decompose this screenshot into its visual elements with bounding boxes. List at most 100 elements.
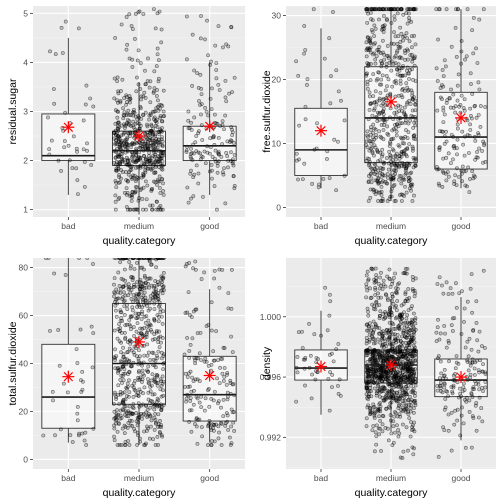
jitter-point [113, 291, 117, 296]
jitter-point [396, 93, 401, 98]
jitter-point [385, 199, 390, 203]
jitter-point [381, 107, 386, 111]
jitter-point [472, 366, 477, 371]
jitter-point [189, 196, 193, 201]
jitter-point [146, 369, 150, 374]
jitter-point [227, 435, 232, 440]
jitter-point [154, 353, 159, 358]
jitter-point [398, 370, 403, 375]
jitter-point [388, 395, 393, 400]
jitter-point [403, 172, 408, 177]
jitter-point [322, 56, 327, 61]
jitter-point [378, 7, 383, 12]
jitter-point [444, 155, 449, 160]
jitter-point [382, 386, 387, 391]
jitter-point [391, 184, 396, 188]
jitter-point [193, 267, 198, 272]
jitter-point [123, 279, 128, 283]
jitter-point [112, 258, 117, 260]
jitter-point [380, 422, 385, 427]
jitter-point [370, 356, 375, 361]
jitter-point [123, 139, 128, 144]
jitter-point [387, 404, 391, 409]
jitter-point [409, 398, 414, 403]
jitter-point [226, 165, 230, 170]
jitter-point [434, 330, 439, 335]
jitter-point [127, 390, 132, 395]
jitter-point [443, 331, 447, 336]
jitter-point [141, 297, 146, 302]
jitter-point [394, 161, 399, 166]
jitter-point [208, 63, 213, 67]
jitter-point [470, 395, 475, 399]
jitter-point [387, 389, 392, 394]
jitter-point [376, 190, 381, 195]
jitter-point [158, 204, 163, 208]
jitter-point [80, 369, 85, 374]
jitter-point [404, 425, 409, 430]
jitter-point [121, 258, 125, 260]
jitter-point [407, 39, 412, 44]
jitter-point [403, 51, 408, 55]
jitter-point [373, 27, 378, 31]
jitter-point [63, 273, 68, 277]
jitter-point [410, 287, 415, 291]
jitter-point [372, 404, 377, 409]
jitter-point [371, 52, 375, 57]
jitter-point [153, 358, 158, 363]
jitter-point [366, 11, 370, 16]
jitter-point [211, 349, 216, 354]
jitter-point [229, 25, 234, 29]
jitter-point [225, 370, 230, 375]
jitter-point [48, 328, 52, 333]
jitter-point [459, 61, 463, 66]
jitter-point [470, 28, 475, 33]
jitter-point [156, 179, 161, 184]
jitter-point [112, 130, 117, 135]
jitter-point [229, 407, 234, 412]
jitter-point [455, 83, 460, 88]
jitter-point [156, 335, 161, 340]
jitter-point [383, 88, 388, 93]
jitter-point [380, 26, 385, 31]
jitter-point [459, 413, 464, 418]
jitter-point [146, 426, 150, 431]
jitter-point [153, 402, 158, 407]
jitter-point [379, 123, 384, 127]
jitter-point [160, 374, 165, 379]
jitter-point [413, 318, 417, 322]
jitter-point [404, 345, 408, 350]
jitter-point [308, 353, 313, 358]
jitter-point [229, 424, 234, 429]
jitter-point [144, 207, 148, 212]
jitter-point [390, 443, 395, 448]
jitter-point [216, 82, 221, 87]
jitter-point [334, 188, 339, 193]
jitter-point [122, 431, 127, 436]
jitter-point [330, 385, 334, 390]
jitter-point [395, 282, 400, 287]
jitter-point [325, 157, 329, 161]
jitter-point [372, 106, 377, 111]
y-tick-label: 40 [19, 359, 29, 369]
jitter-point [197, 417, 202, 422]
jitter-point [41, 433, 46, 438]
jitter-point [467, 190, 472, 194]
jitter-point [142, 385, 147, 390]
jitter-point [310, 372, 315, 377]
jitter-point [412, 340, 417, 345]
jitter-point [364, 285, 369, 290]
jitter-point [449, 161, 453, 166]
jitter-point [158, 377, 163, 382]
jitter-point [372, 23, 377, 28]
jitter-point [157, 304, 161, 309]
jitter-point [309, 396, 314, 401]
jitter-point [478, 124, 483, 129]
jitter-point [372, 413, 377, 418]
jitter-point [159, 350, 164, 355]
jitter-point [217, 88, 222, 92]
jitter-point [229, 334, 233, 339]
jitter-point [410, 377, 415, 381]
y-axis-title: density [261, 346, 273, 380]
jitter-point [81, 379, 85, 384]
